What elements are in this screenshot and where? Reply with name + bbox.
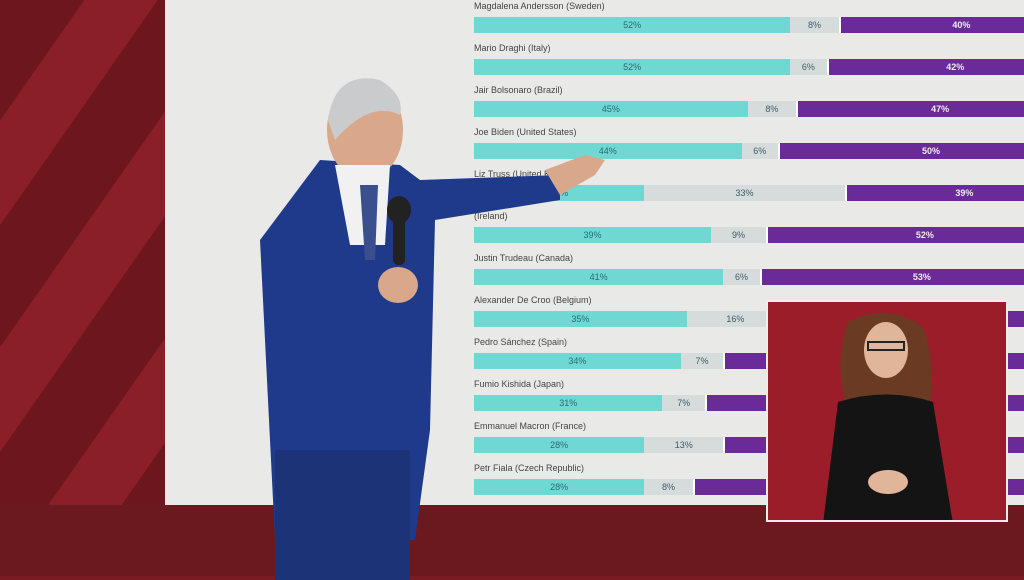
speaker <box>260 78 605 580</box>
bar-disapprove: 52% <box>765 227 1024 243</box>
bar-unsure: 8% <box>790 17 839 33</box>
row-label: Pedro Sánchez (Spain) <box>474 337 568 347</box>
bar-unsure: 7% <box>662 395 706 411</box>
row-label: Joe Biden (United States) <box>474 127 577 137</box>
bar-approve: 44% <box>474 143 742 159</box>
row-label: Mario Draghi (Italy) <box>474 43 551 53</box>
bar-approve: 34% <box>474 353 681 369</box>
bar-unsure: 16% <box>686 311 785 327</box>
bar-approve: 28% <box>474 437 645 453</box>
row-label: Jair Bolsonaro (Brazil) <box>474 85 563 95</box>
bar-approve: 41% <box>474 269 724 285</box>
bar-approve: 45% <box>474 101 748 117</box>
bar-unsure: 8% <box>644 479 693 495</box>
chart-row: Mario Draghi (Italy) 52% 6% 42% <box>474 43 1024 88</box>
bar-approve: 52% <box>474 17 791 33</box>
row-label: Justin Trudeau (Canada) <box>474 253 574 263</box>
row-label: Alexander De Croo (Belgium) <box>474 295 592 305</box>
bar-disapprove: 47% <box>796 101 1024 117</box>
row-label: Magdalena Andersson (Sweden) <box>474 1 605 11</box>
row-label: Emmanuel Macron (France) <box>474 421 587 431</box>
row-label: Liz Truss (United Kin <box>474 169 558 179</box>
row-label: Petr Fiala (Czech Republic) <box>474 463 585 473</box>
bar-approve: 35% <box>474 311 687 327</box>
sign-language-interpreter-inset <box>766 300 1008 522</box>
row-label: (Ireland) <box>474 211 508 221</box>
bar-approve: 28% <box>474 479 645 495</box>
bar-unsure: 6% <box>723 269 760 285</box>
chart-row: Joe Biden (United States) 44% 6% 50% <box>474 127 1024 172</box>
bar-unsure: 8% <box>747 101 797 117</box>
bar-disapprove: 39% <box>844 185 1024 201</box>
bar-approve: 31% <box>474 395 663 411</box>
bar-disapprove: 40% <box>838 17 1024 33</box>
bar-unsure: 13% <box>644 437 724 453</box>
bar-disapprove: 50% <box>778 143 1024 159</box>
chart-row: Jair Bolsonaro (Brazil) 45% 8% 47% <box>474 85 1024 130</box>
bar-unsure: 6% <box>741 143 778 159</box>
bar-unsure: 7% <box>680 353 724 369</box>
bar-approve: 39% <box>474 227 712 243</box>
bar-unsure: 33% <box>644 185 845 201</box>
row-label: Fumio Kishida (Japan) <box>474 379 565 389</box>
bar-disapprove: 42% <box>826 59 1024 75</box>
chart-row: (Ireland) 39% 9% 52% <box>474 211 1024 256</box>
chart-row: Magdalena Andersson (Sweden) 52% 8% 40% <box>474 1 1024 46</box>
bar-unsure: 6% <box>790 59 827 75</box>
chart-row: Justin Trudeau (Canada) 41% 6% 53% <box>474 253 1024 298</box>
bar-disapprove: 53% <box>759 269 1024 285</box>
bar-approve: 52% <box>474 59 791 75</box>
interpreter <box>823 313 953 520</box>
bar-unsure: 9% <box>711 227 766 243</box>
